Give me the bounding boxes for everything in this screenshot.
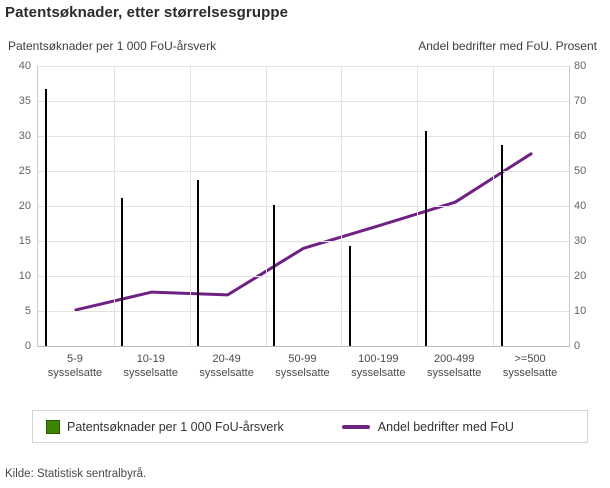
- gridline-horizontal: [38, 66, 569, 67]
- x-label-20-49: 20-49 sysselsatte: [199, 353, 254, 379]
- gridline-horizontal: [38, 206, 569, 207]
- gridline-horizontal: [38, 276, 569, 277]
- y-tick-right: 0: [574, 340, 581, 352]
- y-tick-right: 20: [574, 270, 587, 282]
- gridline-horizontal: [38, 136, 569, 137]
- bar-10-19: [121, 198, 124, 346]
- gridline-vertical: [341, 66, 343, 346]
- x-label-10-19: 10-19 sysselsatte: [123, 353, 178, 379]
- legend-bar-swatch: [46, 419, 60, 434]
- source-note: Kilde: Statistisk sentralbyrå.: [5, 468, 147, 480]
- legend-line-swatch: [341, 424, 370, 429]
- gridline-vertical: [113, 66, 115, 346]
- y-tick-left: 20: [18, 200, 31, 212]
- left-axis-title: Patentsøknader per 1 000 FoU-årsverk: [8, 39, 217, 53]
- trend-line: [74, 152, 533, 312]
- y-tick-right: 60: [574, 130, 587, 142]
- y-tick-right: 70: [574, 95, 587, 107]
- gridline-horizontal: [38, 241, 569, 242]
- y-tick-right: 30: [574, 235, 587, 247]
- plot-area: [37, 66, 570, 347]
- y-tick-left: 30: [18, 130, 31, 142]
- legend-bar-label: Patentsøknader per 1 000 FoU-årsverk: [67, 419, 284, 434]
- x-axis-labels: 5-9 sysselsatte 10-19 sysselsatte 20-49 sy…: [37, 352, 568, 386]
- gridline-vertical: [189, 66, 191, 346]
- gridline-vertical: [493, 66, 495, 346]
- x-label-100-199: 100-199 sysselsatte: [351, 353, 406, 379]
- bar-20-49: [197, 180, 200, 346]
- bar-200-499: [424, 131, 427, 346]
- y-tick-right: 50: [574, 165, 587, 177]
- legend-item-line: Andel bedrifter med FoU: [341, 419, 514, 434]
- bar-5-9: [45, 89, 48, 346]
- bar-50-99: [273, 204, 275, 346]
- chart-title: Patentsøknader, etter størrelsesgruppe: [5, 4, 289, 21]
- x-label-50-99: 50-99 sysselsatte: [275, 353, 330, 379]
- bar-100-199: [348, 245, 351, 346]
- right-axis-title: Andel bedrifter med FoU. Prosent: [418, 39, 597, 53]
- y-tick-left: 5: [24, 305, 31, 317]
- bar->=500: [500, 145, 503, 346]
- y-tick-left: 25: [18, 165, 31, 177]
- y-tick-left: 0: [24, 340, 31, 352]
- y-tick-left: 10: [18, 270, 31, 282]
- x-label->=500: >=500 sysselsatte: [502, 353, 558, 379]
- gridline-vertical: [265, 66, 267, 346]
- x-label-5-9: 5-9 sysselsatte: [47, 353, 103, 379]
- y-tick-right: 80: [574, 60, 587, 72]
- legend: Patentsøknader per 1 000 FoU-årsverk And…: [32, 410, 588, 443]
- y-tick-left: 40: [18, 60, 31, 72]
- legend-item-bars: Patentsøknader per 1 000 FoU-årsverk: [46, 419, 284, 434]
- gridline-horizontal: [38, 171, 569, 172]
- y-tick-left: 35: [18, 95, 31, 107]
- y-tick-right: 40: [574, 200, 587, 212]
- gridline-vertical: [417, 66, 419, 346]
- y-tick-right: 10: [574, 305, 587, 317]
- x-label-200-499: 200-499 sysselsatte: [426, 353, 482, 379]
- y-tick-left: 15: [18, 235, 31, 247]
- gridline-horizontal: [38, 311, 569, 312]
- gridline-horizontal: [38, 101, 569, 102]
- legend-line-label: Andel bedrifter med FoU: [377, 419, 514, 434]
